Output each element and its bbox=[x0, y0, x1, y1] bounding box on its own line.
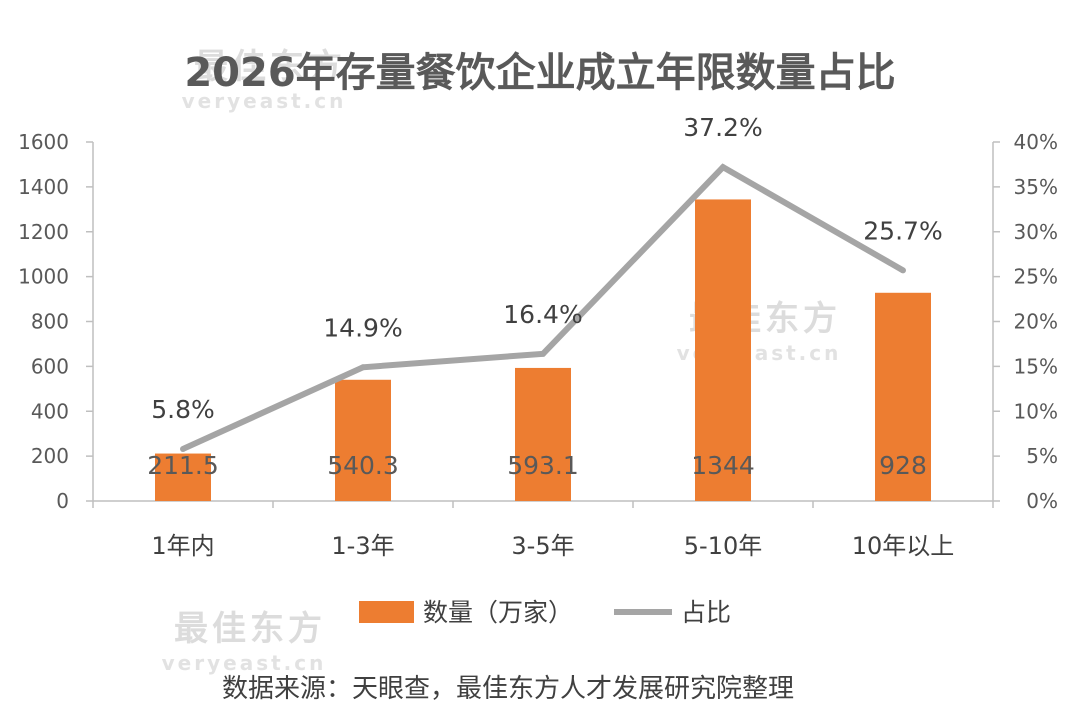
bar bbox=[335, 379, 391, 501]
line-value-label: 25.7% bbox=[863, 216, 942, 245]
line-value-label: 16.4% bbox=[503, 300, 582, 329]
line-series bbox=[180, 163, 906, 452]
y-right-tick-label: 5% bbox=[1026, 444, 1058, 468]
bar-value-label: 540.3 bbox=[327, 451, 399, 480]
bar-value-label: 1344 bbox=[691, 451, 755, 480]
y-right-tick-label: 40% bbox=[1014, 130, 1058, 154]
y-left-tick-label: 1200 bbox=[18, 220, 69, 244]
x-tick-label: 3-5年 bbox=[511, 532, 574, 560]
y-right-tick-label: 0% bbox=[1026, 489, 1058, 513]
y-left-tick-label: 800 bbox=[31, 310, 69, 334]
y-right-tick-label: 30% bbox=[1014, 220, 1058, 244]
bar bbox=[155, 453, 211, 501]
bar-series bbox=[155, 199, 931, 501]
bar-value-label: 593.1 bbox=[507, 451, 579, 480]
wm-3-brand: 最佳东方 bbox=[174, 609, 326, 649]
wm-3-site: veryeast.cn bbox=[162, 651, 327, 675]
y-left-tick-label: 1400 bbox=[18, 175, 69, 199]
line-value-label: 37.2% bbox=[683, 113, 762, 142]
legend-swatch-bars bbox=[359, 601, 414, 623]
y-left-tick-label: 0 bbox=[56, 489, 69, 513]
line-point bbox=[360, 364, 366, 371]
legend: 数量（万家） 占比 bbox=[359, 598, 731, 627]
y-left-tick-label: 600 bbox=[31, 354, 69, 378]
wm-1-brand: 最佳东方 bbox=[194, 47, 346, 87]
y-right-tick-label: 35% bbox=[1014, 175, 1058, 199]
axes: 0 0% 200 5% 400 10% 600 15% 800 20% 1000 25% 1200 30%… bbox=[18, 130, 1058, 560]
legend-label-line: 占比 bbox=[681, 598, 731, 627]
source-note: 数据来源：天眼查，最佳东方人才发展研究院整理 bbox=[222, 674, 794, 704]
bar-value-label: 211.5 bbox=[147, 451, 219, 480]
bar bbox=[875, 292, 931, 501]
y-right-tick-label: 10% bbox=[1014, 399, 1058, 423]
line-value-label: 5.8% bbox=[151, 395, 215, 424]
line-value-label: 14.9% bbox=[323, 313, 402, 342]
line-point bbox=[540, 350, 546, 357]
line-point bbox=[720, 164, 726, 171]
y-left-tick-label: 1600 bbox=[18, 130, 69, 154]
wm-1-site: veryeast.cn bbox=[182, 89, 347, 113]
legend-label-bars: 数量（万家） bbox=[423, 598, 573, 627]
y-right-tick-label: 20% bbox=[1014, 310, 1058, 334]
y-right-tick-label: 25% bbox=[1014, 265, 1058, 289]
x-tick-label: 5-10年 bbox=[684, 532, 762, 560]
x-tick-label: 10年以上 bbox=[852, 532, 955, 560]
watermarks: 最佳东方veryeast.cn最佳东方veryeast.cn最佳东方veryea… bbox=[162, 47, 839, 675]
chart-title: 2026年存量餐饮企业成立年限数量占比 bbox=[184, 50, 895, 96]
x-tick-label: 1-3年 bbox=[331, 532, 394, 560]
y-right-tick-label: 15% bbox=[1014, 354, 1058, 378]
data-labels: 211.5 540.3 593.1 1344 928 5.8% 14.9% 16.4% 37.2… bbox=[147, 113, 943, 480]
y-left-tick-label: 400 bbox=[31, 399, 69, 423]
line-point bbox=[180, 445, 186, 452]
bar bbox=[515, 367, 571, 501]
y-left-tick-label: 200 bbox=[31, 444, 69, 468]
y-left-tick-label: 1000 bbox=[18, 265, 69, 289]
line-point bbox=[900, 267, 906, 274]
x-tick-label: 1年内 bbox=[151, 532, 214, 560]
bar bbox=[695, 199, 751, 501]
bar-value-label: 928 bbox=[879, 451, 927, 480]
